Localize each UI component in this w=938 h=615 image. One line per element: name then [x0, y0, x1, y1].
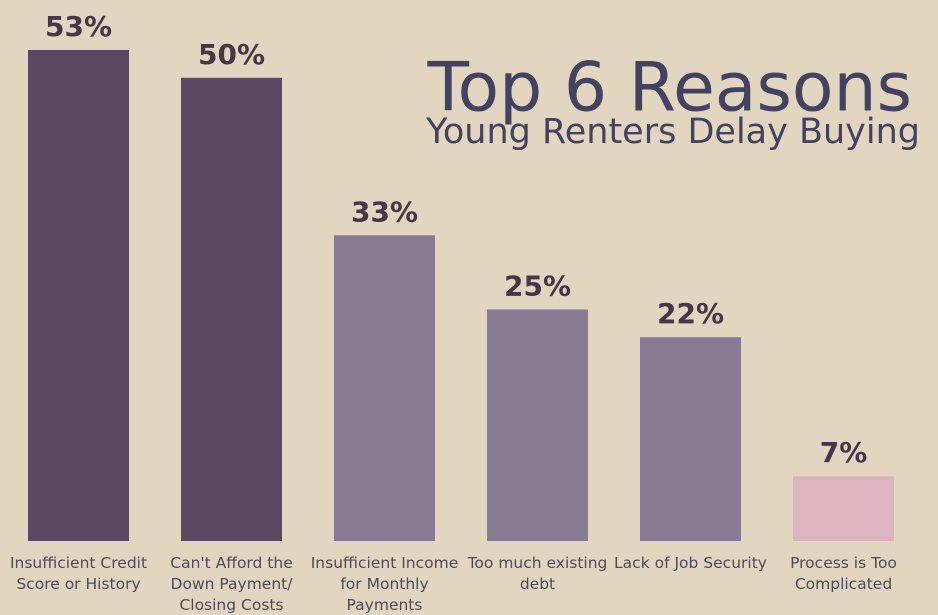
value-label: 33% [351, 195, 418, 228]
value-label: 25% [504, 269, 571, 302]
bar [181, 77, 282, 541]
chart-title: Top 6 Reasons [427, 49, 913, 128]
bar [334, 235, 435, 541]
chart-subtitle: Young Renters Delay Buying [425, 112, 920, 152]
value-label: 50% [198, 38, 265, 71]
bar [793, 476, 894, 541]
bar [487, 309, 588, 541]
x-tick-label: Lack of Job Security [614, 554, 767, 572]
value-label: 22% [657, 297, 724, 330]
x-tick-label: Can't Afford the Down Payment/ Closing C… [170, 554, 293, 614]
x-tick-label: Process is Too Complicated [790, 554, 897, 593]
value-label: 7% [820, 436, 868, 469]
bar [640, 337, 741, 541]
x-tick-label: Too much existing debt [467, 554, 608, 593]
bar [28, 50, 129, 541]
x-tick-label: Insufficient Income for Monthly Payments [310, 554, 459, 614]
value-label: 53% [45, 10, 112, 43]
x-tick-label: Insufficient Credit Score or History [9, 554, 148, 593]
